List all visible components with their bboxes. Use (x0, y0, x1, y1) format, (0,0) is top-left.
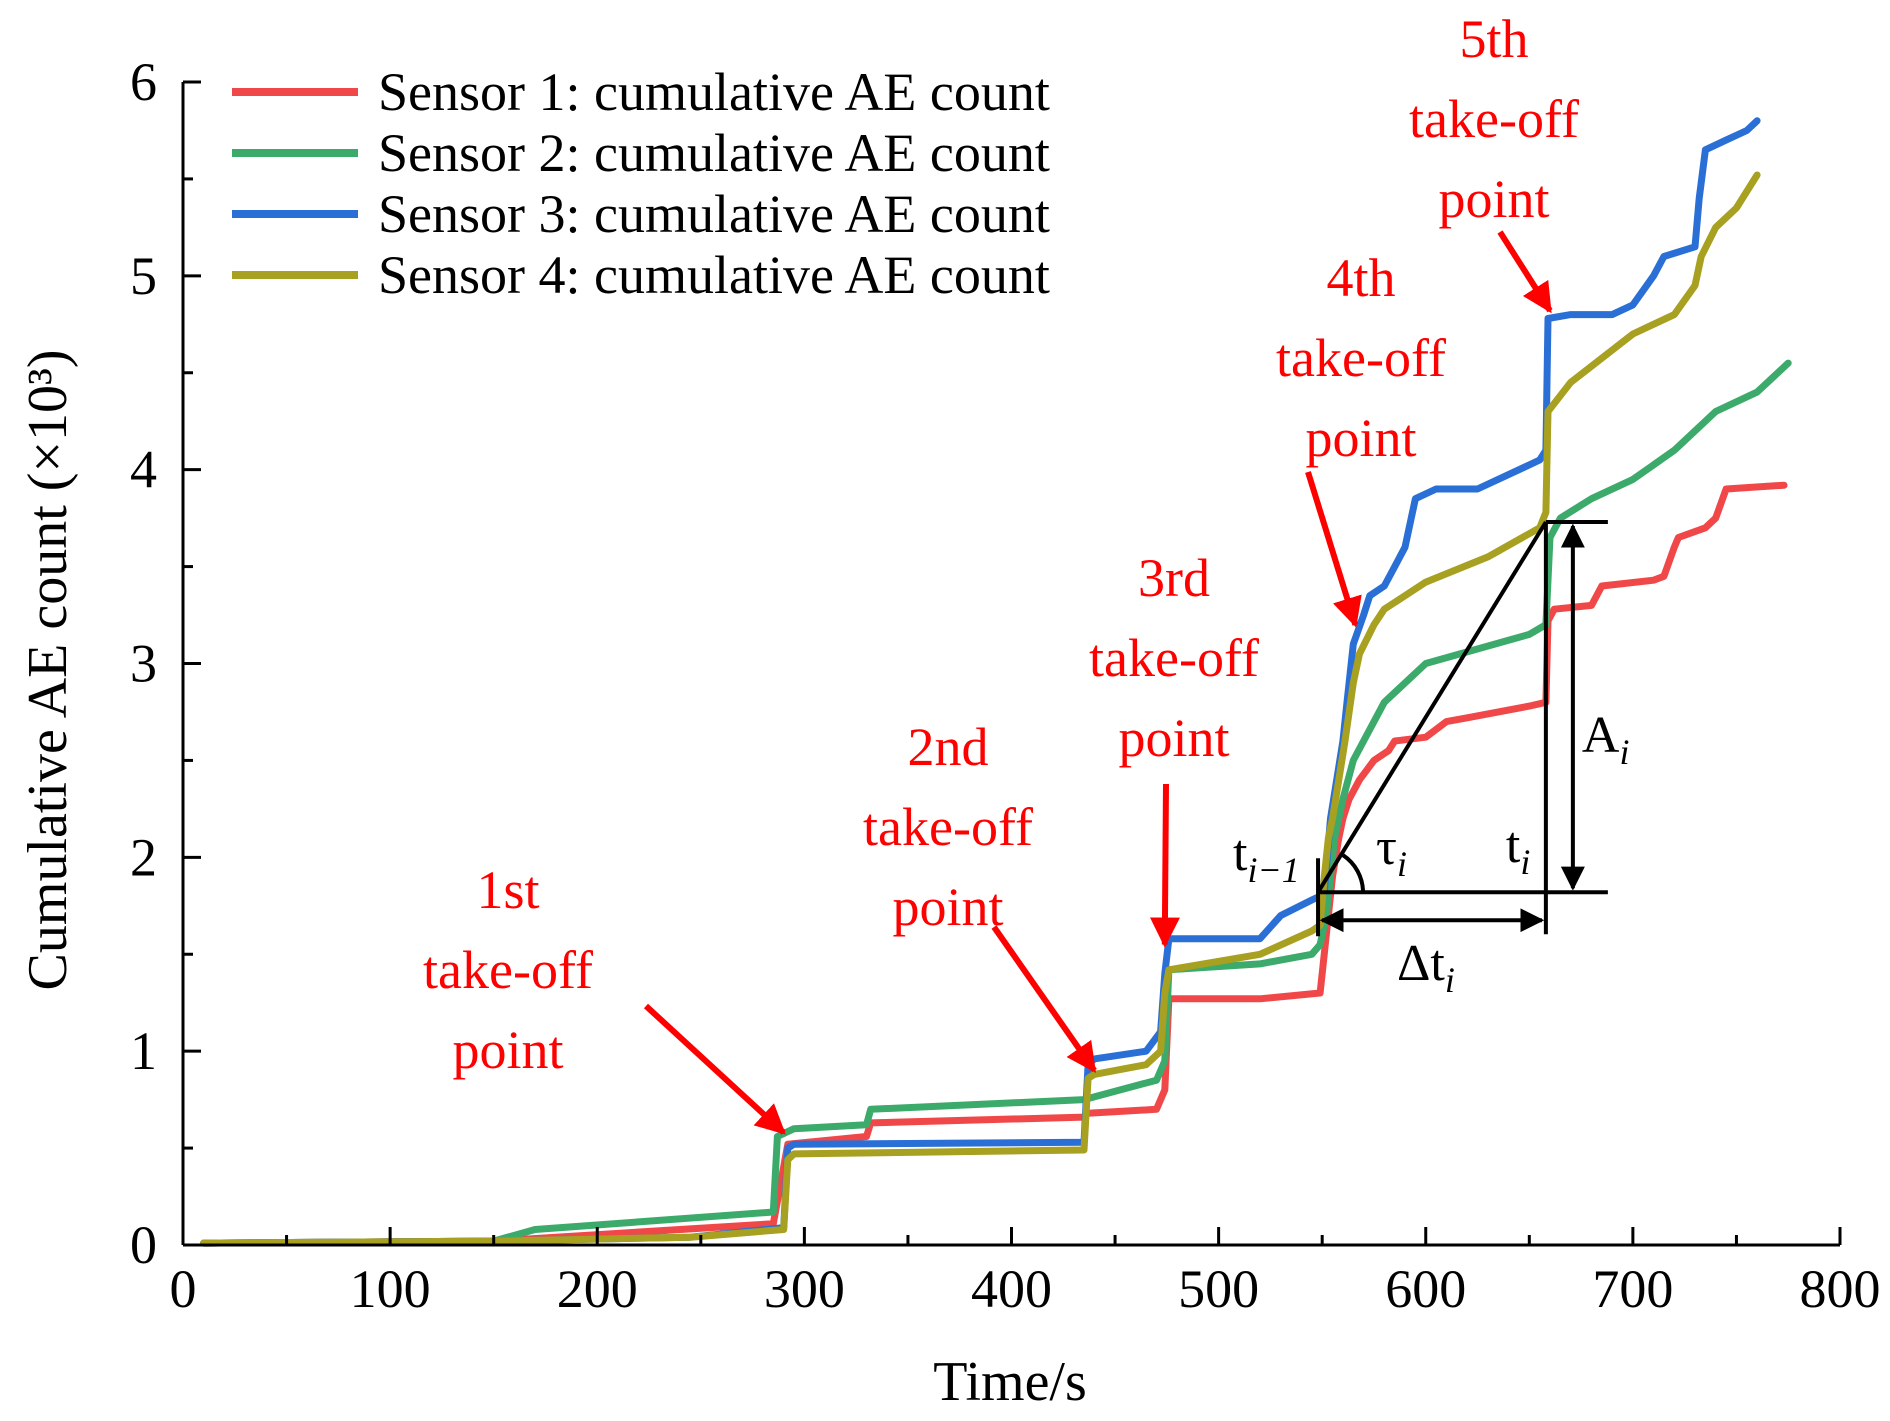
annotation-arrow (991, 925, 1097, 1074)
annotation-arrow (1305, 471, 1362, 628)
x-tick-label: 200 (557, 1259, 638, 1319)
y-tick-label: 2 (130, 827, 157, 887)
y-tick-label: 3 (130, 634, 157, 694)
take-off-geometry: ti−1 τi ti Ai Δti (1233, 520, 1630, 1000)
annotation-1: 1st take-off point (423, 860, 786, 1135)
y-tick-label: 5 (130, 246, 157, 306)
annotation-text-line: 1st (476, 860, 539, 920)
label-a-i: Ai (1582, 707, 1630, 772)
label-t-prev: ti−1 (1233, 825, 1300, 890)
series-line-sensor-2 (200, 359, 1792, 1247)
x-tick-label: 600 (1385, 1259, 1466, 1319)
legend-label-sensor-1: Sensor 1: cumulative AE count (378, 62, 1050, 122)
annotation-text-line: 2nd (908, 717, 989, 777)
series-line-sensor-4 (200, 171, 1761, 1247)
axes: 0 100 200 300 400 500 600 700 800 0 1 2 3 4 5 6 (130, 52, 1881, 1319)
legend-label-sensor-4: Sensor 4: cumulative AE count (378, 245, 1050, 305)
y-tick-label: 1 (130, 1021, 157, 1081)
annotation-arrow (1149, 783, 1180, 948)
x-tick-label: 400 (971, 1259, 1052, 1319)
tau-angle-arc (1341, 853, 1366, 893)
label-tau: τi (1376, 819, 1407, 884)
annotation-arrow (1497, 230, 1553, 314)
y-tick-label: 4 (130, 440, 157, 500)
annotation-text-line: take-off (1409, 89, 1579, 149)
x-axis-title: Time/s (933, 1351, 1087, 1413)
x-tick-label: 700 (1592, 1259, 1673, 1319)
annotation-text-line: point (1438, 169, 1549, 229)
annotation-text-line: take-off (423, 940, 593, 1000)
annotation-text-line: 4th (1326, 248, 1395, 308)
annotation-text-line: take-off (863, 797, 1033, 857)
x-tick-label: 100 (350, 1259, 431, 1319)
annotation-text-line: take-off (1089, 628, 1259, 688)
annotation-text-line: take-off (1276, 328, 1446, 388)
y-axis-title: Cumulative AE count (×10³) (17, 350, 79, 991)
annotations: 1st take-off point 2nd take-off point 3rd take-… (423, 9, 1579, 1135)
label-t-i: ti (1506, 817, 1530, 882)
x-tick-label: 300 (764, 1259, 845, 1319)
y-tick-label: 6 (130, 52, 157, 112)
y-tick-label: 0 (130, 1215, 157, 1275)
annotation-text-line: 3rd (1138, 548, 1210, 608)
annotation-text-line: point (452, 1020, 563, 1080)
annotation-text-line: point (892, 877, 1003, 937)
annotation-text-line: 5th (1459, 9, 1528, 69)
legend-label-sensor-3: Sensor 3: cumulative AE count (378, 184, 1050, 244)
annotation-5: 5th take-off point (1409, 9, 1579, 314)
annotation-arrow (643, 1003, 786, 1135)
x-tick-label: 0 (170, 1259, 197, 1319)
annotation-2: 2nd take-off point (863, 717, 1097, 1074)
label-delta-t: Δti (1397, 935, 1455, 1000)
annotation-3: 3rd take-off point (1089, 548, 1259, 948)
annotation-text-line: point (1305, 408, 1416, 468)
x-tick-label: 500 (1178, 1259, 1259, 1319)
legend-label-sensor-2: Sensor 2: cumulative AE count (378, 123, 1050, 183)
annotation-text-line: point (1118, 708, 1229, 768)
x-tick-label: 800 (1800, 1259, 1881, 1319)
annotation-4: 4th take-off point (1276, 248, 1446, 628)
slope-line (1316, 520, 1548, 894)
